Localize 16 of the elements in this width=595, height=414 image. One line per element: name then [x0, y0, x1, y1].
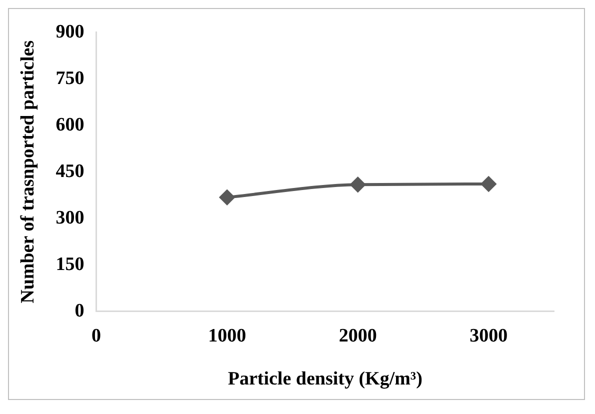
y-tick-label: 900 [56, 21, 84, 42]
y-tick-label: 300 [56, 207, 84, 228]
x-axis-title: Particle density (Kg/m³) [228, 368, 422, 390]
y-tick-label: 0 [74, 300, 84, 322]
point [481, 176, 496, 192]
y-tick-label: 600 [56, 114, 84, 136]
y-tick-label: 150 [56, 254, 84, 275]
x-tick-label: 0 [92, 326, 102, 347]
x-tick-label: 1000 [208, 326, 246, 347]
x-tick-label: 3000 [470, 326, 508, 347]
x-tick-label: 2000 [338, 326, 377, 347]
y-axis-title: Number of trasnported particles [17, 40, 38, 304]
y-tick-label: 750 [56, 68, 84, 89]
y-tick-label: 450 [56, 160, 84, 182]
point [350, 177, 366, 192]
point [220, 190, 235, 205]
